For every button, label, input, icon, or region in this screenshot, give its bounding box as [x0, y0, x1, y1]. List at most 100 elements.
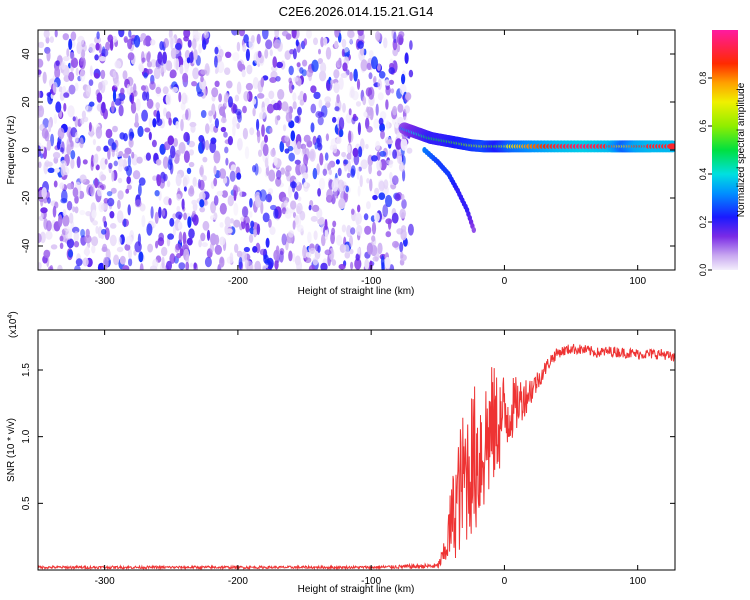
- spectrogram-noise-cell: [273, 102, 281, 111]
- spectrogram-noise-cell: [261, 124, 265, 137]
- spectrogram-noise-cell: [309, 247, 316, 255]
- spectrogram-ytick-label: -20: [21, 190, 32, 205]
- spectrogram-noise-cell: [205, 139, 210, 151]
- spectrogram-noise-cell: [349, 71, 353, 82]
- spectrogram-noise-cell: [166, 180, 171, 188]
- spectrogram-noise-cell: [393, 31, 397, 44]
- spectrogram-noise-cell: [144, 35, 152, 47]
- spectrogram-noise-cell: [242, 127, 248, 140]
- spectrogram-noise-cell: [355, 253, 360, 261]
- spectrogram-noise-cell: [330, 138, 338, 149]
- spectrogram-noise-cell: [401, 73, 406, 85]
- spectrogram-noise-cell: [96, 31, 100, 40]
- spectrogram-noise-cell: [185, 254, 190, 264]
- spectrogram-noise-cell: [262, 75, 269, 81]
- spectrogram-noise-cell: [214, 80, 220, 88]
- spectrogram-noise-cell: [195, 32, 202, 39]
- spectrogram-noise-cell: [183, 30, 191, 39]
- spectrogram-noise-cell: [233, 202, 239, 216]
- colorbar: 0.0 0.2 0.4 0.6 0.8 Normalized spectral ampl…: [698, 30, 747, 276]
- spectrogram-noise-cell: [378, 180, 385, 192]
- spectrogram-noise-cell: [375, 31, 381, 41]
- spectrogram-noise-cell: [94, 54, 99, 61]
- spectrogram-noise-cell: [135, 98, 141, 112]
- spectrogram-noise-cell: [170, 47, 177, 60]
- spectrogram-noise-cell: [346, 172, 351, 179]
- spectrogram-noise-cell: [262, 30, 269, 40]
- spectrogram-noise-cell: [89, 65, 93, 77]
- spectrogram-noise-cell: [74, 206, 79, 214]
- spectrogram-noise-cell: [392, 149, 397, 159]
- spectrogram-noise-cell: [221, 190, 228, 198]
- spectrogram-noise-cell: [296, 141, 302, 150]
- spectrogram-noise-cell: [127, 204, 131, 216]
- spectrogram-noise-cell: [341, 48, 345, 58]
- spectrogram-noise-cell: [213, 165, 217, 175]
- colorbar-tick-label: 0.8: [698, 72, 708, 85]
- spectrogram-noise-cell: [62, 33, 69, 41]
- spectrogram-noise-cell: [406, 147, 413, 154]
- spectrogram-noise-cell: [186, 57, 191, 64]
- spectrogram-noise-cell: [272, 56, 278, 68]
- spectrogram-xlabel: Height of straight line (km): [298, 286, 415, 297]
- spectrogram-noise-cell: [363, 213, 369, 221]
- spectrogram-noise-cell: [319, 70, 327, 82]
- spectrogram-noise-cell: [54, 30, 58, 38]
- spectrogram-noise-cell: [308, 265, 315, 270]
- spectrogram-noise-cell: [170, 37, 174, 50]
- spectrogram-noise-cell: [273, 156, 278, 166]
- spectrogram-noise-cell: [161, 209, 166, 217]
- spectrogram-noise-cell: [150, 39, 156, 46]
- spectrogram-noise-cell: [275, 176, 282, 187]
- spectrogram-noise-cell: [249, 211, 253, 218]
- spectrogram-noise-cell: [253, 227, 257, 238]
- spectrogram-noise-cell: [269, 77, 277, 83]
- spectrogram-noise-cell: [256, 33, 261, 45]
- spectrogram-noise-cell: [353, 68, 358, 82]
- spectrogram-noise-cell: [202, 175, 207, 182]
- spectrogram-noise-cell: [409, 40, 413, 51]
- spectrogram-noise-cell: [348, 108, 352, 116]
- spectrogram-noise-cell: [262, 265, 266, 270]
- spectrogram-noise-cell: [229, 218, 234, 224]
- spectrogram-noise-cell: [73, 231, 80, 243]
- spectrogram-noise-cell: [386, 139, 394, 145]
- spectrogram-noise-cell: [226, 80, 233, 89]
- spectrogram-noise-cell: [62, 214, 70, 227]
- spectrogram-noise-cell: [402, 169, 406, 182]
- spectrogram-noise-cell: [88, 43, 96, 54]
- spectrogram-noise-cell: [80, 228, 85, 238]
- spectrogram-noise-cell: [122, 265, 130, 270]
- spectrogram-noise-cell: [360, 59, 368, 72]
- spectrogram-noise-cell: [84, 246, 90, 257]
- spectrogram-noise-cell: [276, 61, 284, 69]
- spectrogram-noise-cell: [336, 60, 341, 68]
- spectrogram-noise-cell: [268, 218, 272, 228]
- spectrogram-noise-cell: [350, 227, 356, 235]
- spectrogram-noise-cell: [102, 243, 108, 252]
- spectrogram-noise-cell: [182, 174, 190, 186]
- spectrogram-noise-cell: [182, 231, 187, 245]
- spectrogram-noise-cell: [303, 134, 311, 143]
- spectrogram-noise-cell: [156, 159, 162, 166]
- spectrogram-noise-cell: [105, 128, 113, 139]
- spectrogram-noise-cell: [290, 130, 296, 142]
- spectrogram-noise-cell: [180, 118, 184, 132]
- spectrogram-noise-cell: [388, 149, 392, 156]
- spectrogram-noise-cell: [178, 262, 186, 270]
- spectrogram-noise-cell: [148, 131, 152, 141]
- spectrogram-noise-cell: [310, 122, 315, 133]
- spectrogram-noise-cell: [325, 47, 332, 60]
- spectrogram-noise-cell: [84, 234, 92, 244]
- spectrogram-noise-cell: [189, 262, 193, 268]
- spectrogram-noise-cell: [284, 135, 290, 142]
- spectrogram-noise-cell: [274, 259, 279, 270]
- spectrogram-noise-cell: [248, 234, 254, 243]
- spectrogram-noise-cell: [380, 130, 385, 140]
- spectrogram-noise-cell: [385, 194, 393, 208]
- spectrogram-noise-cell: [143, 39, 147, 46]
- spectrogram-noise-cell: [113, 254, 120, 266]
- spectrogram-noise-cell: [363, 111, 368, 118]
- spectrogram-noise-cell: [245, 82, 253, 91]
- spectrogram-noise-cell: [126, 184, 132, 190]
